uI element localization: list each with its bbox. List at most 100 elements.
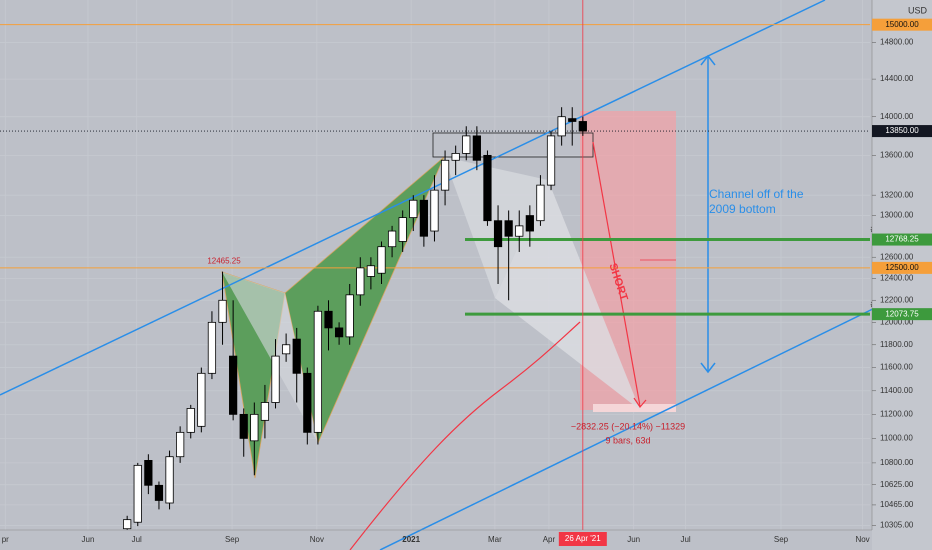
- candle-body: [207, 321, 217, 374]
- y-tick-label: 11000.00: [880, 434, 913, 443]
- candle-body: [313, 310, 323, 433]
- candle-body: [483, 154, 492, 222]
- price-label-bg: [872, 308, 932, 321]
- candle-body: [462, 135, 471, 154]
- candle-body: [176, 431, 185, 458]
- y-tick-label: 14400.00: [880, 74, 914, 83]
- arrow-head: [700, 362, 716, 374]
- candle-body: [186, 408, 195, 433]
- price-label: 12073.75: [885, 309, 919, 318]
- candle-body: [451, 153, 460, 161]
- y-tick-label: 11400.00: [880, 386, 913, 395]
- y-tick-label: 14000.00: [880, 112, 914, 121]
- x-tick-label: Jun: [82, 535, 95, 544]
- y-tick-label: 13000.00: [880, 211, 914, 220]
- price-label-bg: [872, 261, 932, 274]
- y-tick-label: 14800.00: [880, 38, 914, 47]
- candles: [123, 107, 587, 530]
- measure-label: −2832.25 (−20.14%) −11329: [571, 421, 685, 431]
- candle-body: [144, 460, 153, 486]
- candle-body: [398, 217, 407, 242]
- price-label-bg: [872, 233, 932, 246]
- currency: USD: [908, 5, 928, 15]
- moving-average: [349, 321, 581, 550]
- measure-label: 9 bars, 63d: [605, 435, 650, 445]
- y-tick-label: 11200.00: [880, 409, 913, 418]
- arrow-head: [633, 397, 647, 408]
- candle-body: [525, 215, 534, 232]
- target-zone: [593, 404, 676, 412]
- candle-body: [546, 135, 556, 186]
- price-label-bg: [872, 125, 932, 138]
- candle-body: [440, 159, 450, 191]
- y-tick-label: 10465.00: [880, 500, 914, 509]
- y-tick-label: 11600.00: [880, 363, 913, 372]
- peak-label: 12465.25: [207, 257, 241, 266]
- candle-body: [578, 121, 587, 132]
- y-tick-label: 11800.00: [880, 340, 913, 349]
- x-tick-label: Sep: [774, 535, 789, 544]
- channel-upper: [0, 0, 826, 396]
- arrow-head: [700, 54, 716, 66]
- candle-body: [282, 344, 291, 355]
- candle-body: [133, 464, 142, 523]
- grid: [0, 0, 870, 530]
- cursor-label: 26 Apr '21: [565, 534, 601, 543]
- x-tick-label: Jul: [132, 535, 142, 544]
- y-tick-label: 10625.00: [880, 480, 914, 489]
- candle-body: [229, 355, 238, 415]
- axis-labels: 14800.00 14400.00 14000.00 13600.00 13200.00…: [2, 18, 932, 546]
- candle-body: [419, 199, 428, 237]
- candle-body: [334, 327, 344, 338]
- channel-note: 2009 bottom: [709, 202, 776, 216]
- short-path: [592, 141, 641, 407]
- candle-body: [504, 220, 513, 237]
- candle-body: [165, 456, 174, 504]
- x-tick-label: Nov: [310, 535, 324, 544]
- candle-body: [568, 118, 577, 122]
- price-label: 12768.25: [885, 235, 919, 244]
- candle-body: [377, 246, 386, 274]
- candle-body: [292, 338, 301, 374]
- candle-body: [250, 413, 259, 442]
- x-tick-label: Jul: [680, 535, 690, 544]
- price-axis: [872, 0, 932, 550]
- candle-body: [356, 267, 365, 296]
- candle-body: [303, 372, 312, 433]
- y-tick-label: 12200.00: [880, 295, 914, 304]
- y-tick-label: 13200.00: [880, 190, 914, 199]
- x-tick-label: Apr: [543, 535, 556, 544]
- y-tick-label: 12400.00: [880, 274, 914, 283]
- x-tick-label: Nov: [855, 535, 869, 544]
- candle-body: [557, 116, 566, 137]
- y-tick-label: 13600.00: [880, 150, 914, 159]
- candle-body: [409, 199, 418, 219]
- y-tick-label: 12600.00: [880, 252, 914, 261]
- candle-body: [472, 135, 481, 161]
- y-tick-label: 12000.00: [880, 317, 914, 326]
- candle-body: [271, 355, 280, 403]
- candle-body: [239, 413, 248, 439]
- price-label: 13850.00: [885, 126, 919, 135]
- x-tick-label: Mar: [488, 535, 502, 544]
- channel-lower: [379, 279, 932, 550]
- levels: #1#2: [0, 0, 882, 530]
- candle-body: [515, 225, 524, 237]
- candle-body: [154, 484, 164, 501]
- price-label: 15000.00: [885, 20, 919, 29]
- candle-body: [387, 230, 397, 248]
- x-tick-label: Sep: [225, 535, 240, 544]
- candle-body: [345, 294, 354, 338]
- pattern2-bcd: [495, 180, 640, 410]
- candle-body: [430, 189, 439, 232]
- x-tick-label: 2021: [402, 535, 420, 544]
- candle-body: [536, 184, 545, 222]
- candle-body: [493, 220, 503, 248]
- x-tick-label: Jun: [627, 535, 640, 544]
- y-tick-label: 10800.00: [880, 458, 914, 467]
- candle-body: [324, 310, 333, 329]
- y-tick-label: 10305.00: [880, 521, 914, 530]
- candle-body: [366, 265, 375, 277]
